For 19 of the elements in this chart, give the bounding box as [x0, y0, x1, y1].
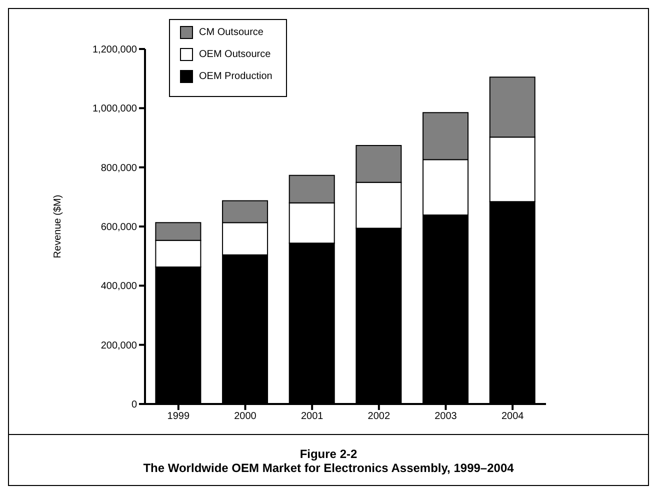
- y-tick-label: 400,000: [100, 281, 138, 292]
- legend-label: OEM Production: [199, 71, 272, 82]
- text: Figure 2-2: [298, 447, 358, 461]
- y-tick-label: 600,000: [100, 222, 138, 234]
- y-tick-label: 1,000,000: [92, 104, 138, 115]
- y-axis-title: Revenue ($M): [52, 194, 64, 258]
- y-tick-label: 1,200,000: [92, 44, 138, 56]
- y-tick-label: 0: [131, 400, 138, 411]
- x-tick-label: 2001: [300, 411, 324, 422]
- y-tick-label: 200,000: [100, 340, 138, 352]
- legend-label: CM Outsource: [199, 27, 264, 38]
- x-tick-label: 2000: [234, 411, 257, 422]
- text: The Worldwide OEM Market for Electronics Assembly, 1999–2004: [142, 461, 515, 475]
- y-tick-label: 800,000: [100, 162, 138, 174]
- x-tick-label: 2004: [501, 411, 524, 422]
- x-tick-label: 1999: [167, 411, 190, 422]
- x-tick-label: 2003: [434, 411, 458, 422]
- x-tick-label: 2002: [368, 411, 390, 422]
- legend-label: OEM Outsource: [199, 49, 271, 60]
